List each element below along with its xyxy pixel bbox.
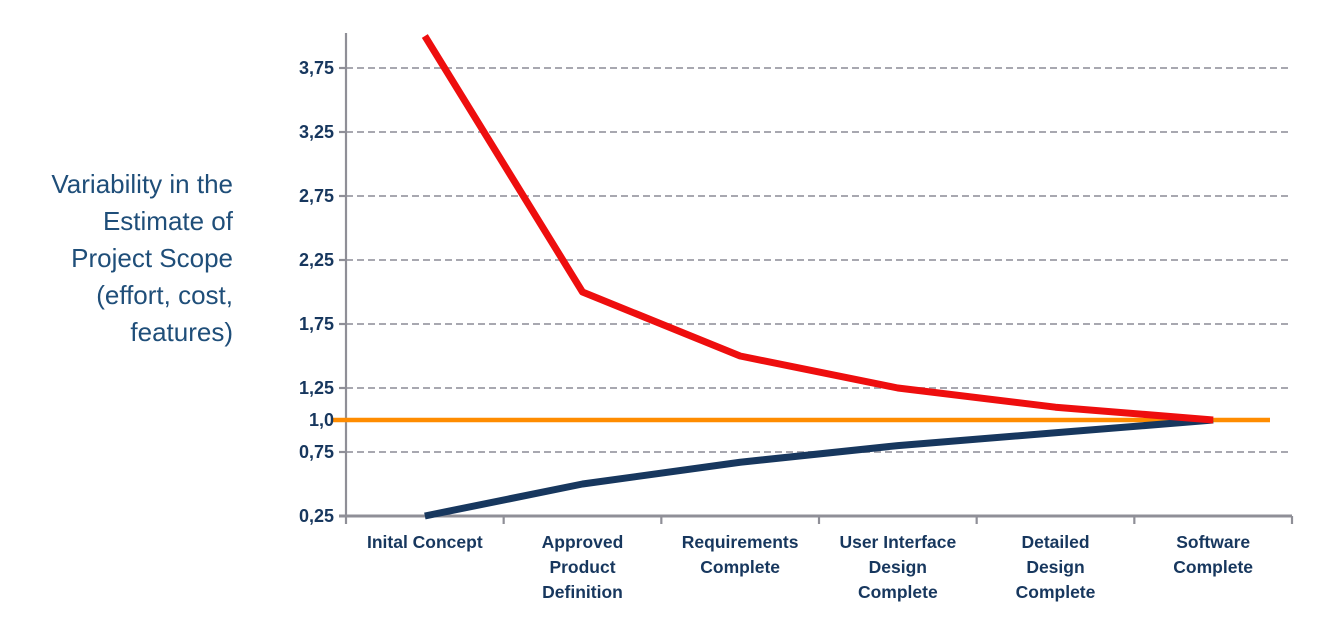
series-upper-estimate-bound: [421, 34, 1214, 424]
series-lower-estimate-bound: [424, 416, 1214, 520]
y-axis-title: Variability in the Estimate of Project S…: [51, 169, 233, 347]
